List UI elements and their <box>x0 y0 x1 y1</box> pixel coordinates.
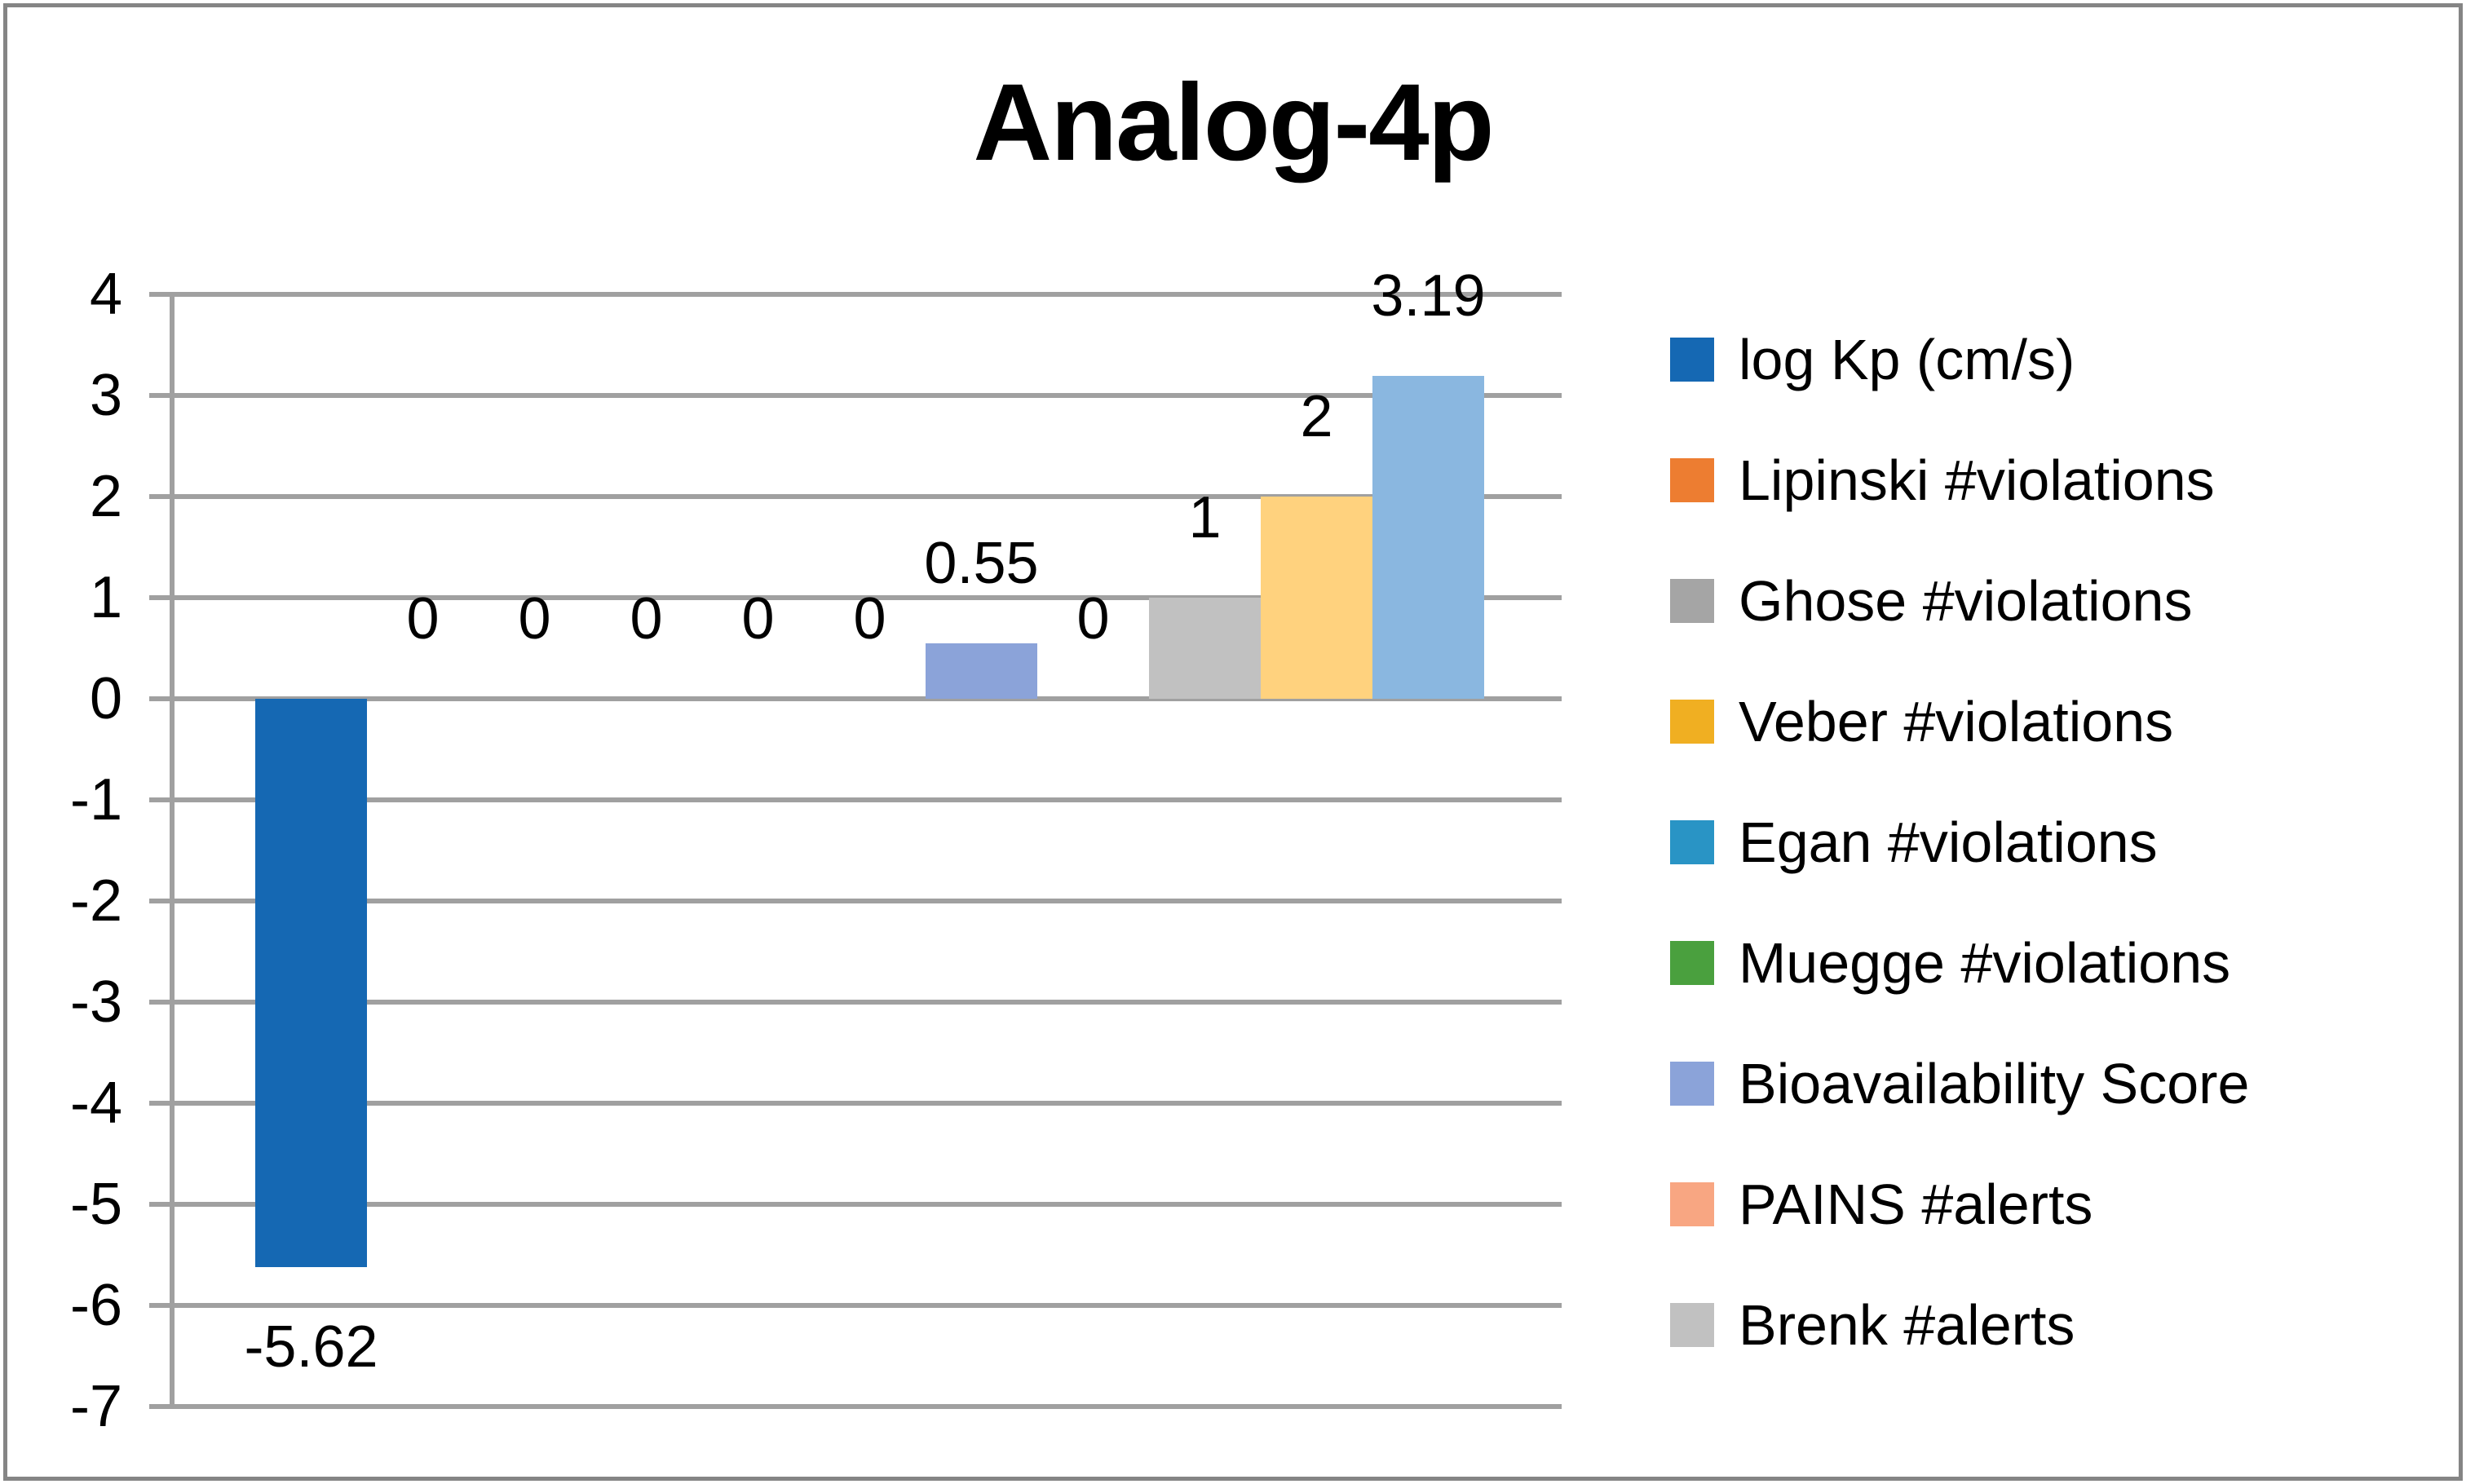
y-axis-tick-label: -3 <box>69 969 122 1035</box>
y-axis-tick-label: -5 <box>69 1172 122 1237</box>
legend-label-egan-violations: Egan #violations <box>1739 810 2158 874</box>
y-axis-tick-label: 1 <box>89 565 122 630</box>
legend-swatch-veber-violations <box>1670 700 1714 744</box>
gridline <box>149 899 1562 903</box>
bar-bioavailability-score <box>926 643 1037 699</box>
y-axis-tick-label: -4 <box>69 1071 122 1136</box>
data-label: 0 <box>406 586 440 651</box>
legend-label-brenk-alerts: Brenk #alerts <box>1739 1293 2075 1357</box>
y-axis-tick-label: 2 <box>89 464 122 529</box>
legend-swatch-pains-alerts <box>1670 1182 1714 1226</box>
chart-title: Analog-4p <box>973 62 1494 183</box>
y-axis-line <box>170 292 175 1409</box>
data-label: 3.19 <box>1371 263 1486 329</box>
data-label: 2 <box>1300 384 1333 449</box>
y-axis-tick-label: -6 <box>69 1273 122 1338</box>
y-axis-tick-label: 4 <box>89 262 122 327</box>
legend-swatch-brenk-alerts <box>1670 1303 1714 1347</box>
y-axis-tick-label: 0 <box>89 666 122 731</box>
legend-swatch-lipinski-violations <box>1670 458 1714 502</box>
data-label: 0 <box>1076 586 1110 651</box>
data-label: 0 <box>518 586 551 651</box>
legend-label-lipinski-violations: Lipinski #violations <box>1739 448 2215 512</box>
y-axis-tick-label: 3 <box>89 363 122 428</box>
data-label: 0.55 <box>924 530 1039 596</box>
data-label: 1 <box>1188 485 1222 550</box>
data-label: -5.62 <box>244 1314 378 1380</box>
gridline <box>149 1404 1562 1409</box>
y-axis-tick-label: -7 <box>69 1374 122 1439</box>
y-axis-tick-label: -1 <box>69 767 122 833</box>
legend-label-muegge-violations: Muegge #violations <box>1739 931 2231 995</box>
legend-swatch-bioavailability-score <box>1670 1062 1714 1106</box>
bar-series-10 <box>1261 497 1372 699</box>
legend-swatch-muegge-violations <box>1670 941 1714 985</box>
gridline <box>149 1303 1562 1308</box>
gridline <box>149 797 1562 802</box>
gridline <box>149 595 1562 600</box>
gridline <box>149 494 1562 499</box>
legend-label-bioavailability-score: Bioavailability Score <box>1739 1052 2250 1115</box>
legend-label-ghose-violations: Ghose #violations <box>1739 569 2193 633</box>
legend-swatch-log-kp-cm-s <box>1670 338 1714 382</box>
gridline <box>149 393 1562 398</box>
gridline <box>149 1000 1562 1005</box>
legend-label-log-kp-cm-s: log Kp (cm/s) <box>1739 328 2075 391</box>
gridline <box>149 292 1562 297</box>
data-label: 0 <box>853 586 886 651</box>
gridline <box>149 1101 1562 1106</box>
legend-label-pains-alerts: PAINS #alerts <box>1739 1173 2093 1236</box>
legend-label-veber-violations: Veber #violations <box>1739 690 2174 753</box>
bar-brenk-alerts <box>1149 598 1261 699</box>
bar-log-kp-cm-s <box>255 699 367 1267</box>
y-axis-tick-label: -2 <box>69 868 122 934</box>
data-label: 0 <box>741 586 775 651</box>
gridline <box>149 696 1562 701</box>
legend-swatch-egan-violations <box>1670 820 1714 864</box>
legend-swatch-ghose-violations <box>1670 579 1714 623</box>
data-label: 0 <box>630 586 663 651</box>
gridline <box>149 1202 1562 1207</box>
bar-series-11 <box>1372 376 1484 699</box>
